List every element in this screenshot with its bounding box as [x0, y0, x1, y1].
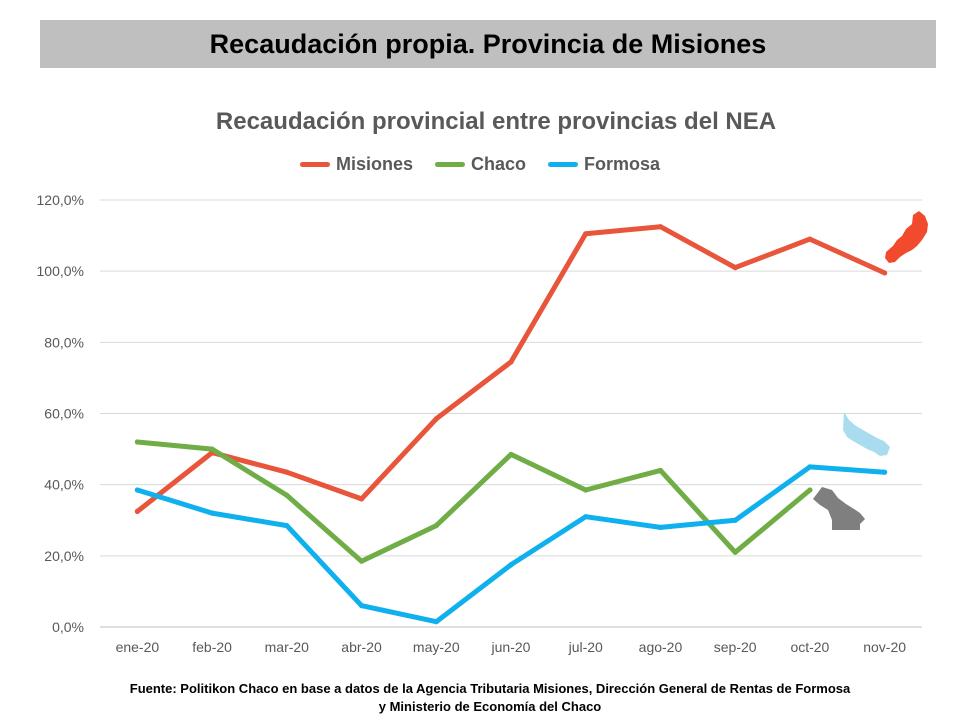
- x-tick-label: ene-20: [116, 639, 160, 655]
- y-tick-label: 60,0%: [44, 406, 84, 422]
- source-line-1: Fuente: Politikon Chaco en base a datos …: [129, 681, 851, 696]
- data-point-misiones: [508, 359, 514, 365]
- data-point-chaco: [433, 522, 439, 529]
- source-footnote: Fuente: Politikon Chaco en base a datos …: [0, 680, 960, 716]
- legend-swatch: [299, 162, 330, 167]
- chaco-map-icon: [813, 487, 865, 530]
- source-line-2: y Ministerio de Economía del Chaco: [378, 699, 602, 714]
- data-point-formosa: [882, 469, 888, 475]
- data-point-misiones: [657, 224, 664, 230]
- y-tick-label: 100,0%: [37, 263, 84, 279]
- legend-swatch: [548, 162, 578, 167]
- x-tick-label: ago-20: [639, 639, 683, 655]
- y-tick-label: 20,0%: [44, 548, 84, 564]
- data-point-chaco: [358, 558, 365, 564]
- misiones-map-icon: [885, 211, 928, 263]
- x-tick-label: jun-20: [491, 639, 531, 655]
- data-point-misiones: [882, 270, 888, 276]
- data-point-chaco: [284, 492, 290, 498]
- data-point-formosa: [209, 510, 215, 516]
- data-point-misiones: [433, 416, 439, 422]
- data-point-misiones: [732, 265, 738, 271]
- legend-item-formosa: Formosa: [548, 154, 660, 175]
- data-point-chaco: [732, 549, 738, 555]
- data-point-formosa: [134, 487, 140, 493]
- data-point-chaco: [209, 446, 215, 452]
- data-point-chaco: [508, 451, 514, 458]
- data-point-misiones: [583, 231, 589, 237]
- x-tick-label: sep-20: [714, 639, 757, 655]
- chart-legend: Misiones Chaco Formosa: [0, 154, 960, 175]
- x-tick-label: abr-20: [341, 639, 382, 655]
- x-tick-label: feb-20: [192, 639, 232, 655]
- data-point-misiones: [284, 469, 290, 475]
- data-point-formosa: [657, 524, 664, 530]
- legend-label: Misiones: [335, 154, 413, 174]
- data-point-formosa: [732, 517, 738, 523]
- data-point-formosa: [508, 562, 514, 568]
- line-chart: 0,0% 20,0% 40,0% 60,0% 80,0% 100,0% 120,0% ene-…: [37, 192, 928, 655]
- x-tick-label: oct-20: [790, 639, 829, 655]
- series-line-formosa: [134, 464, 888, 625]
- data-point-formosa: [807, 464, 813, 470]
- banner-title: Recaudación propia. Provincia de Misione…: [209, 28, 767, 59]
- data-point-misiones: [134, 508, 140, 514]
- x-tick-label: mar-20: [265, 639, 310, 655]
- data-point-formosa: [433, 619, 439, 625]
- data-point-misiones: [358, 496, 365, 502]
- series-line-misiones: [134, 224, 888, 514]
- formosa-map-icon: [843, 412, 890, 456]
- legend-item-chaco: Chaco: [434, 154, 526, 175]
- legend-label: Chaco: [470, 154, 526, 174]
- data-point-formosa: [358, 603, 365, 609]
- data-point-chaco: [134, 439, 140, 445]
- data-point-chaco: [583, 487, 589, 493]
- x-tick-label: jul-20: [568, 639, 603, 655]
- y-tick-label: 40,0%: [44, 477, 84, 493]
- data-point-chaco: [807, 487, 813, 493]
- series-line-chaco: [134, 439, 813, 564]
- x-tick-label: nov-20: [863, 639, 906, 655]
- legend-label: Formosa: [584, 154, 661, 174]
- legend-item-misiones: Misiones: [299, 154, 413, 175]
- y-tick-label: 0,0%: [52, 619, 84, 635]
- chart-title: Recaudación provincial entre provincias …: [215, 108, 777, 135]
- x-tick-label: may-20: [413, 639, 460, 655]
- data-point-formosa: [583, 514, 589, 520]
- data-point-formosa: [284, 522, 290, 529]
- data-point-chaco: [657, 467, 664, 474]
- data-point-misiones: [807, 236, 813, 242]
- legend-swatch: [434, 162, 465, 167]
- y-tick-label: 120,0%: [37, 192, 84, 208]
- header-banner: Recaudación propia. Provincia de Misione…: [40, 20, 936, 68]
- y-tick-label: 80,0%: [44, 334, 84, 350]
